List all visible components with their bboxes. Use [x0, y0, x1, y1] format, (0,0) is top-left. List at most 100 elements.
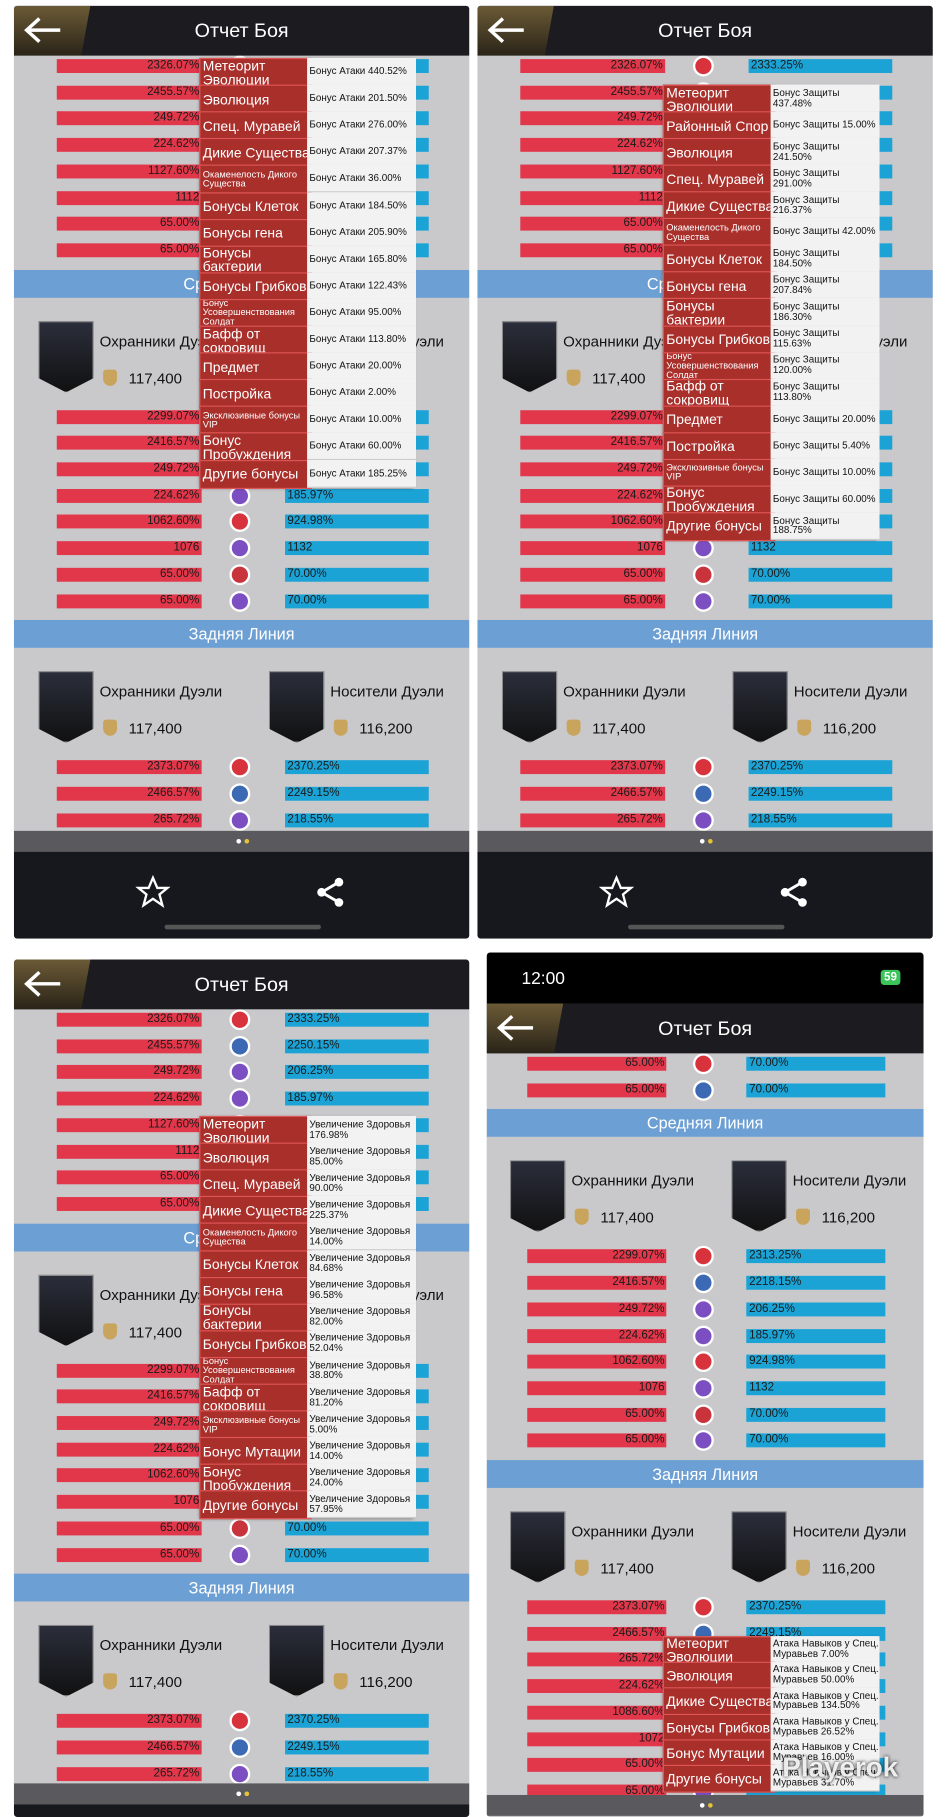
right-stat: 70.00% — [285, 1521, 429, 1536]
left-stat: 2455.57% — [520, 85, 666, 100]
left-stat: 2326.07% — [56, 1012, 202, 1027]
left-stat: 65.00% — [527, 1784, 667, 1795]
stat-icon — [693, 1596, 715, 1618]
page-dots — [477, 830, 933, 852]
bottom-nav — [477, 851, 933, 939]
favorite-button[interactable] — [135, 874, 171, 916]
bonus-value: Бонус Защиты 15.00% — [770, 111, 880, 140]
bonus-source: Другие бонусы — [662, 512, 776, 542]
left-stat: 249.72% — [56, 1416, 202, 1430]
status-bar: 12:00 59 — [486, 952, 924, 1004]
power-icon — [566, 369, 581, 386]
unit-power: 116,200 — [821, 1559, 875, 1578]
power-icon — [103, 1322, 118, 1340]
home-indicator — [628, 924, 785, 930]
bonus-value: Бонус Атаки 276.00% — [307, 111, 417, 140]
left-stat: 249.72% — [520, 111, 666, 126]
bonus-value: Атака Навыков у Спец. Муравьев 50.00% — [770, 1661, 880, 1689]
status-time: 12:00 — [521, 968, 565, 989]
left-stat: 2466.57% — [56, 1740, 202, 1755]
header-title: Отчет Боя — [658, 19, 753, 42]
stat-icon — [693, 1377, 715, 1399]
bonus-value: Атака Навыков у Спец. Муравьев 16.00% — [770, 1739, 880, 1766]
left-stat: 65.00% — [56, 1196, 202, 1211]
left-stat: 249.72% — [520, 462, 666, 477]
bonus-value: Бонус Атаки 36.00% — [307, 165, 417, 193]
page-dots — [486, 1794, 924, 1816]
header: Отчет Боя — [13, 959, 470, 1010]
bonus-source: Окаменелость Дикого Существа — [199, 1222, 312, 1253]
bonus-value: Бонус Защиты 20.00% — [770, 405, 880, 434]
stat-icon — [693, 1246, 715, 1268]
bonus-source: Бонусы гена — [199, 1276, 312, 1306]
bonus-source: Бонусы Грибков — [199, 1330, 312, 1360]
report-content: 65.00% 70.00% 65.00% 70.00% Средняя Линия Охр… — [486, 1053, 924, 1795]
left-stat: 1127.60% — [56, 164, 202, 179]
share-button[interactable] — [313, 875, 348, 916]
right-stat: 2249.15% — [285, 786, 429, 801]
bonus-value: Бонус Защиты 10.00% — [770, 458, 880, 487]
bonus-source: Эволюция — [662, 1661, 776, 1690]
right-stat: 2313.25% — [746, 1249, 885, 1264]
right-stat: 1132 — [285, 541, 429, 556]
power-icon — [796, 1209, 811, 1226]
bonus-value: Увеличение Здоровья 96.58% — [307, 1276, 417, 1305]
bonus-value: Увеличение Здоровья 5.00% — [307, 1410, 417, 1439]
left-stat: 65.00% — [520, 216, 666, 231]
unit-avatar — [732, 671, 788, 744]
left-stat: 249.72% — [56, 1065, 202, 1080]
left-stat: 65.00% — [520, 593, 666, 608]
power-icon — [797, 719, 812, 737]
phone-panel: Отчет Боя 2326.07% 2333.25% 2455.57% 249.72%… — [477, 5, 933, 939]
unit-avatar — [731, 1511, 787, 1583]
right-stat: 924.98% — [285, 514, 429, 529]
bonus-source: Эксклюзивные бонусы VIP — [662, 458, 776, 488]
unit-avatar — [501, 671, 558, 744]
stat-icon — [229, 1710, 251, 1732]
bonus-value: Бонус Защиты 42.00% — [770, 218, 880, 247]
stat-icon — [693, 1430, 715, 1452]
share-button[interactable] — [776, 875, 811, 916]
unit-avatar — [38, 320, 94, 393]
left-stat: 2466.57% — [56, 786, 202, 801]
bonus-source: Бонусы гена — [199, 218, 312, 248]
bonus-source: Предмет — [199, 352, 312, 382]
bonus-value: Бонус Защиты 207.84% — [770, 271, 880, 300]
left-stat: 65.00% — [56, 1170, 202, 1185]
dot — [235, 1791, 241, 1797]
bonus-source: Бонус Усовершенствования Солдат — [199, 298, 312, 328]
left-stat: 2326.07% — [56, 59, 202, 74]
unit-power: 117,400 — [592, 719, 646, 738]
header: Отчет Боя — [477, 5, 933, 56]
unit-avatar — [38, 671, 94, 744]
bonus-value: Бонус Защиты 115.63% — [770, 325, 880, 353]
section-header: Задняя Линия — [13, 620, 470, 648]
unit-power: 116,200 — [821, 1209, 875, 1227]
bonus-source: Метеорит Эволюции — [199, 1115, 312, 1146]
bonus-source: Бонусы Клеток — [199, 191, 312, 221]
back-button[interactable] — [13, 5, 91, 56]
right-stat: 2370.25% — [748, 760, 893, 775]
left-stat: 65.00% — [527, 1056, 667, 1071]
stat-icon — [693, 1053, 715, 1075]
unit-name: Носители Дуэли — [792, 1522, 907, 1541]
bonus-source: Бонус Мутации — [662, 1739, 776, 1768]
bonus-source: Спец. Муравей — [199, 111, 312, 141]
left-stat: 224.62% — [56, 1091, 202, 1106]
bonus-source: Бонус Пробуждения — [199, 1463, 312, 1493]
back-button[interactable] — [477, 5, 554, 56]
back-button[interactable] — [486, 1003, 564, 1054]
right-stat: 2370.25% — [285, 760, 429, 775]
stat-icon — [693, 1272, 715, 1294]
bonus-source: Другие бонусы — [662, 1764, 776, 1793]
unit-avatar — [510, 1511, 566, 1583]
stat-icon — [692, 809, 714, 831]
favorite-button[interactable] — [598, 874, 635, 916]
bonus-source: Бонус Усовершенствования Солдат — [662, 351, 776, 381]
stat-icon — [693, 1079, 715, 1101]
right-stat: 70.00% — [746, 1083, 885, 1098]
back-button[interactable] — [13, 959, 91, 1010]
left-stat: 2299.07% — [56, 1363, 202, 1378]
left-stat: 2416.57% — [520, 436, 666, 450]
left-stat: 1086.60% — [527, 1705, 667, 1720]
